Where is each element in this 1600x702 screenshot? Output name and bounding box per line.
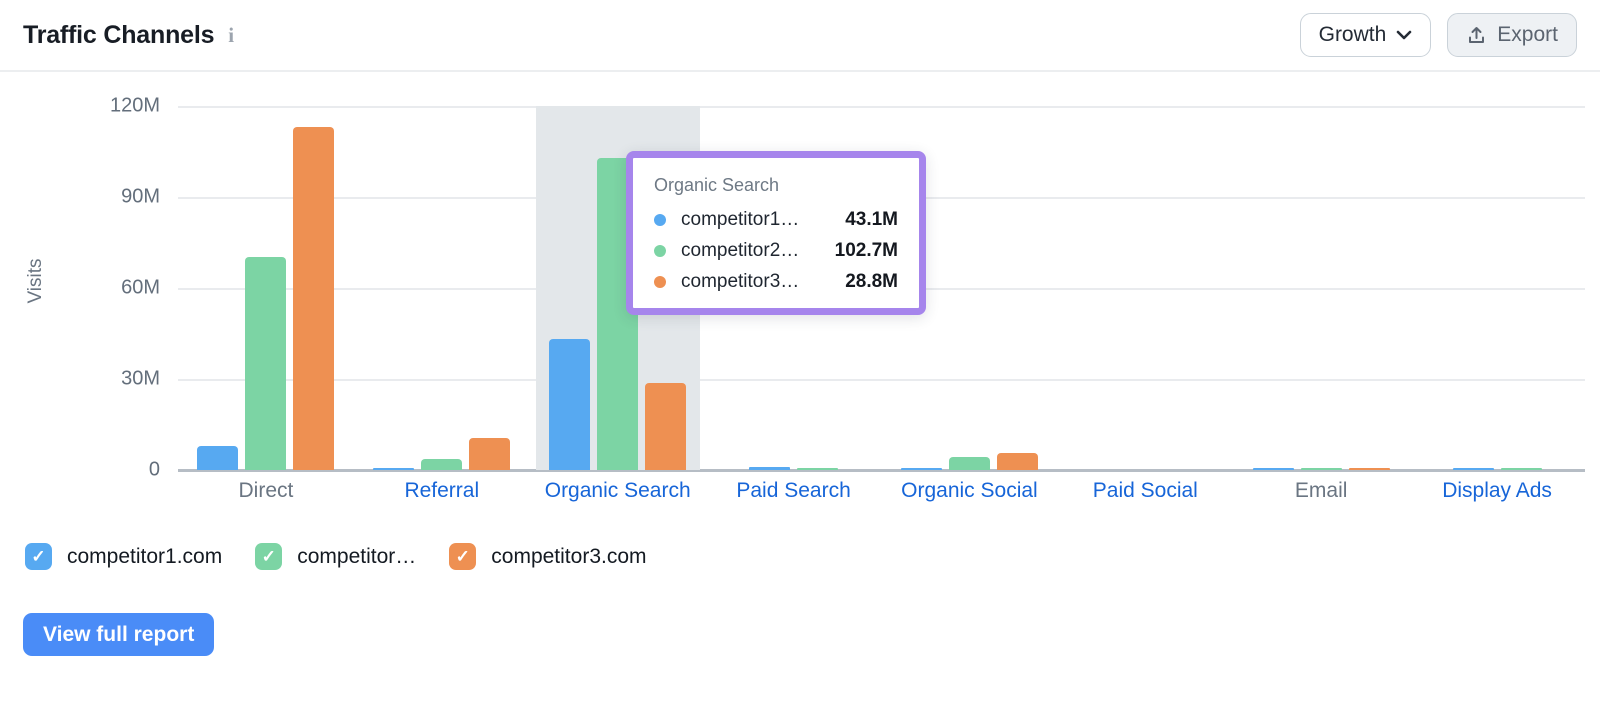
export-button-label: Export (1497, 23, 1558, 46)
bar-competitor2-com-paid-search[interactable] (797, 468, 839, 470)
x-label-organic-search[interactable]: Organic Search (544, 479, 691, 502)
y-tick-60m: 60M (121, 276, 160, 299)
legend-label: competitor… (297, 544, 417, 568)
bar-competitor3-com-organic-search[interactable] (645, 382, 687, 470)
bar-competitor2-com-referral[interactable] (421, 459, 463, 470)
info-icon[interactable]: i (228, 22, 235, 47)
bar-competitor1-com-organic-search[interactable] (549, 339, 591, 470)
growth-dropdown-label: Growth (1318, 23, 1387, 46)
legend-item-competitor3-com[interactable]: ✓ competitor3.com (449, 543, 647, 570)
tooltip-series-value: 28.8M (845, 271, 898, 292)
bar-group-referral (354, 106, 530, 470)
bar-competitor1-com-email[interactable] (1252, 468, 1294, 470)
y-tick-120m: 120M (109, 94, 160, 117)
x-axis-line (178, 469, 1585, 472)
bar-group-direct (178, 106, 354, 470)
bar-group-email (1233, 106, 1409, 470)
bar-group-display-ads (1409, 106, 1585, 470)
x-label-organic-social[interactable]: Organic Social (901, 479, 1038, 502)
tooltip-title: Organic Search (654, 175, 780, 195)
bar-competitor1-com-display-ads[interactable] (1452, 468, 1494, 470)
bar-competitor2-com-direct[interactable] (245, 256, 287, 470)
bar-competitor3-com-email[interactable] (1348, 468, 1390, 470)
x-label-referral[interactable]: Referral (404, 479, 480, 502)
growth-dropdown[interactable]: Growth (1299, 13, 1432, 57)
page-title: Traffic Channels (23, 20, 215, 49)
bar-competitor3-com-organic-social[interactable] (996, 453, 1038, 470)
bar-competitor1-com-paid-search[interactable] (749, 466, 791, 470)
bar-competitor3-com-direct[interactable] (293, 127, 335, 470)
x-label-paid-search[interactable]: Paid Search (736, 479, 851, 502)
bar-competitor2-com-email[interactable] (1300, 468, 1342, 470)
tooltip-series-name: competitor2… (681, 240, 800, 261)
x-label-paid-social[interactable]: Paid Social (1092, 479, 1198, 502)
checkmark-icon: ✓ (31, 546, 46, 566)
chart-tooltip: Organic Search competitor1… 43.1M competit… (626, 151, 926, 315)
widget-header: Traffic Channels i Growth (0, 0, 1600, 72)
checkmark-icon: ✓ (455, 546, 470, 566)
tooltip-series-value: 43.1M (845, 209, 898, 230)
legend-item-competitor[interactable]: ✓ competitor… (255, 543, 416, 570)
series-dot-icon (654, 276, 666, 288)
tooltip-series-value: 102.7M (834, 240, 898, 261)
tooltip-rows: competitor1… 43.1M competitor2… 102.7M compe… (654, 209, 898, 293)
y-tick-90m: 90M (121, 185, 160, 208)
x-label-email: Email (1294, 479, 1348, 502)
tooltip-series-name: competitor3… (681, 271, 800, 292)
legend-checkbox[interactable]: ✓ (255, 543, 283, 570)
legend-label: competitor3.com (491, 544, 647, 568)
legend-checkbox[interactable]: ✓ (449, 543, 477, 570)
export-button[interactable]: Export (1447, 13, 1577, 57)
bar-group-paid-social (1057, 106, 1233, 470)
gridline-120m (178, 106, 1585, 108)
legend-item-competitor1-com[interactable]: ✓ competitor1.com (25, 543, 222, 570)
bar-competitor3-com-referral[interactable] (469, 438, 511, 470)
tooltip-row-competitor2: competitor2… 102.7M (654, 240, 898, 262)
gridline-30m (178, 379, 1585, 381)
series-dot-icon (654, 214, 666, 226)
bar-competitor1-com-referral[interactable] (373, 468, 415, 470)
tooltip-row-competitor3: competitor3… 28.8M (654, 271, 898, 293)
legend-label: competitor1.com (67, 544, 223, 568)
y-axis-ticks: 120M 90M 60M 30M 0 (0, 95, 160, 481)
tooltip-row-competitor1: competitor1… 43.1M (654, 209, 898, 231)
legend-checkbox[interactable]: ✓ (25, 543, 52, 570)
bar-competitor2-com-display-ads[interactable] (1500, 468, 1542, 470)
bar-competitor1-com-organic-social[interactable] (900, 468, 942, 470)
x-label-direct: Direct (238, 479, 294, 502)
bar-group-organic-social (882, 106, 1058, 470)
bar-group-paid-search (706, 106, 882, 470)
y-tick-0: 0 (148, 458, 160, 481)
export-upload-icon (1466, 25, 1487, 46)
chevron-down-icon (1396, 30, 1412, 40)
view-full-report-button[interactable]: View full report (23, 613, 215, 656)
bar-competitor1-com-direct[interactable] (197, 446, 239, 470)
checkmark-icon: ✓ (261, 546, 276, 566)
x-axis-labels: Direct Referral Organic Search Paid Search O… (178, 479, 1585, 503)
series-dot-icon (654, 245, 666, 257)
x-label-display-ads[interactable]: Display Ads (1442, 479, 1552, 502)
tooltip-series-name: competitor1… (681, 209, 800, 230)
bar-competitor2-com-organic-social[interactable] (948, 457, 990, 470)
y-tick-30m: 30M (121, 367, 160, 390)
chart-legend: ✓ competitor1.com ✓ competitor… ✓ competitor3… (25, 543, 647, 570)
header-controls: Growth Export (1299, 13, 1577, 57)
